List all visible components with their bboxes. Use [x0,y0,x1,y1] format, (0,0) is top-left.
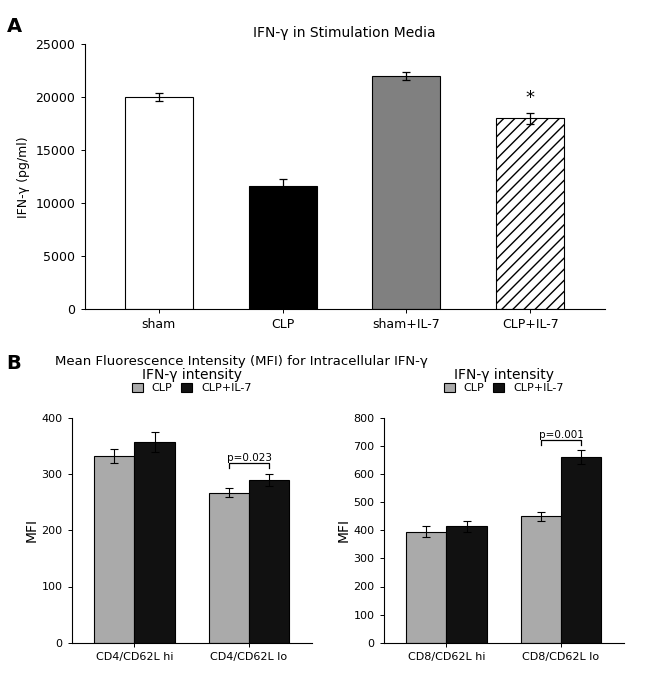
Bar [561,458,601,643]
Y-axis label: IFN-γ (pg/ml): IFN-γ (pg/ml) [17,136,30,218]
Text: Mean Fluorescence Intensity (MFI) for Intracellular IFN-γ: Mean Fluorescence Intensity (MFI) for In… [55,355,428,368]
Bar [406,532,447,643]
Legend: CLP, CLP+IL-7: CLP, CLP+IL-7 [444,384,564,394]
Title: IFN-γ intensity: IFN-γ intensity [142,369,242,382]
Text: A: A [6,17,21,36]
Legend: CLP, CLP+IL-7: CLP, CLP+IL-7 [132,384,252,394]
Bar [447,526,487,643]
Bar [372,76,441,309]
Text: B: B [6,354,21,373]
Text: *: * [526,89,535,107]
Bar [94,456,135,643]
Bar [496,118,564,309]
Y-axis label: MFI: MFI [25,518,38,543]
Bar [125,97,193,309]
Text: p=0.023: p=0.023 [226,452,272,462]
Y-axis label: MFI: MFI [337,518,350,543]
Bar [249,480,289,643]
Title: IFN-γ intensity: IFN-γ intensity [454,369,554,382]
Text: p=0.001: p=0.001 [539,430,584,439]
Bar [135,442,175,643]
Bar [521,516,561,643]
Bar [248,186,317,309]
Title: IFN-γ in Stimulation Media: IFN-γ in Stimulation Media [254,27,436,40]
Bar [209,493,249,643]
